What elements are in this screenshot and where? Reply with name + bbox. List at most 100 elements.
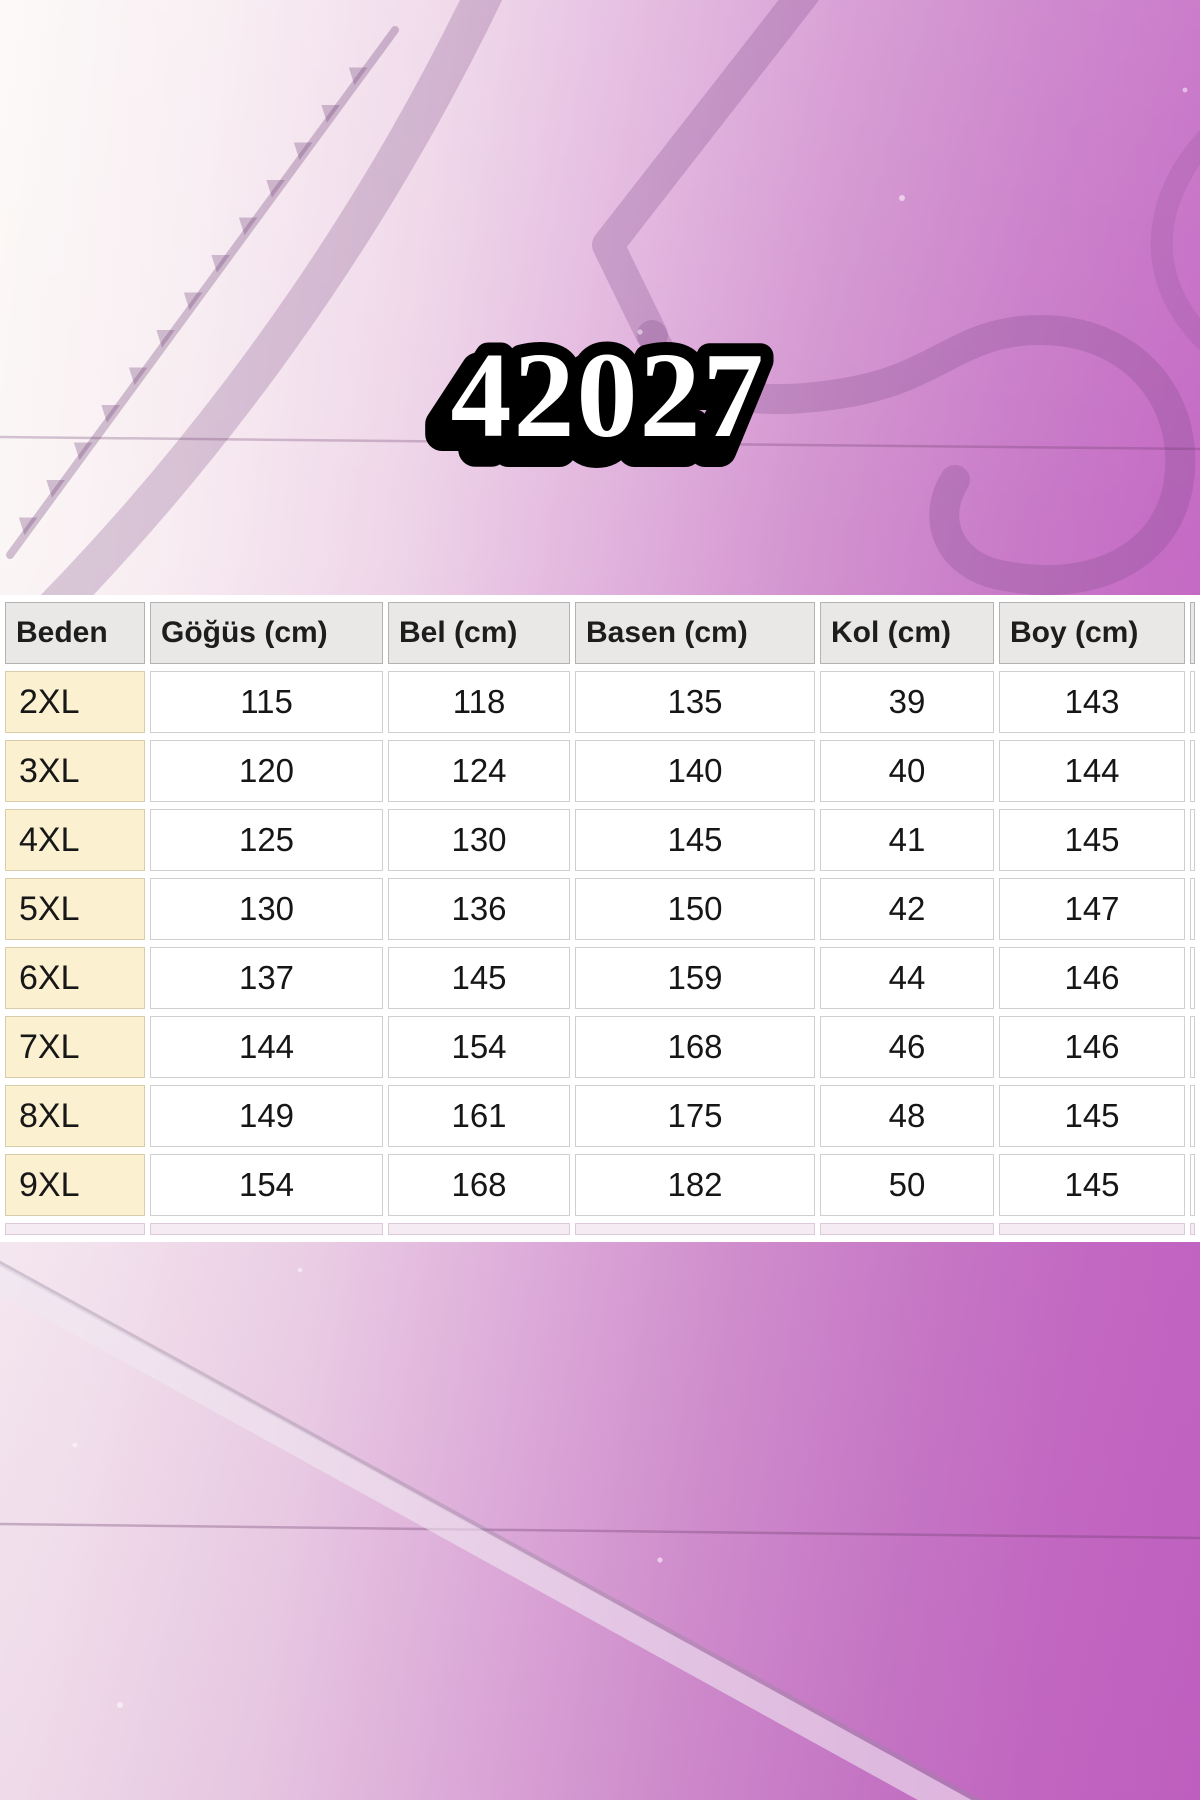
size-cell: 9XL <box>5 1154 145 1216</box>
plank-seam-bottom <box>0 1522 1200 1540</box>
table-row: 4XL 125 130 145 41 145 <box>5 809 1195 871</box>
measurement-cell: 161 <box>388 1085 570 1147</box>
filler-cell <box>150 1223 383 1235</box>
filler-cell <box>575 1223 815 1235</box>
measurement-cell: 145 <box>999 809 1185 871</box>
column-header: Bel (cm) <box>388 602 570 664</box>
measurement-cell: 145 <box>388 947 570 1009</box>
measurement-cell: 145 <box>999 1154 1185 1216</box>
row-sliver-cell <box>1190 878 1195 940</box>
filler-cell <box>999 1223 1185 1235</box>
measurement-cell: 40 <box>820 740 994 802</box>
row-sliver-cell <box>1190 1154 1195 1216</box>
measurement-cell: 182 <box>575 1154 815 1216</box>
measurement-cell: 136 <box>388 878 570 940</box>
saw-tooth <box>348 67 368 86</box>
measurement-cell: 115 <box>150 671 383 733</box>
column-header: Beden <box>5 602 145 664</box>
measurement-cell: 159 <box>575 947 815 1009</box>
measurement-cell: 130 <box>388 809 570 871</box>
size-cell: 2XL <box>5 671 145 733</box>
table-row: 7XL 144 154 168 46 146 <box>5 1016 1195 1078</box>
column-header: Kol (cm) <box>820 602 994 664</box>
size-cell: 6XL <box>5 947 145 1009</box>
row-sliver-cell <box>1190 947 1195 1009</box>
table-row: 9XL 154 168 182 50 145 <box>5 1154 1195 1216</box>
measurement-cell: 50 <box>820 1154 994 1216</box>
measurement-cell: 46 <box>820 1016 994 1078</box>
saw-tooth <box>128 367 148 386</box>
saw-tooth <box>73 442 93 461</box>
size-cell: 4XL <box>5 809 145 871</box>
saw-tooth <box>46 480 65 498</box>
measurement-cell: 146 <box>999 1016 1185 1078</box>
measurement-cell: 140 <box>575 740 815 802</box>
measurement-cell: 150 <box>575 878 815 940</box>
measurement-cell: 143 <box>999 671 1185 733</box>
hanger-bottom-bar <box>0 1263 972 1800</box>
table-row: 5XL 130 136 150 42 147 <box>5 878 1195 940</box>
measurement-cell: 145 <box>575 809 815 871</box>
measurement-cell: 175 <box>575 1085 815 1147</box>
size-table-panel: Beden Göğüs (cm) Bel (cm) Basen (cm) Kol (cm… <box>0 595 1200 1242</box>
measurement-cell: 154 <box>388 1016 570 1078</box>
filler-cell <box>5 1223 145 1235</box>
filler-row <box>5 1223 1195 1235</box>
saw-tooth <box>183 292 203 311</box>
hanger-hook-shape <box>637 314 1196 596</box>
row-sliver-cell <box>1190 740 1195 802</box>
table-row: 2XL 115 118 135 39 143 <box>5 671 1195 733</box>
size-cell: 3XL <box>5 740 145 802</box>
column-header: Basen (cm) <box>575 602 815 664</box>
measurement-cell: 168 <box>388 1154 570 1216</box>
saw-tooth <box>156 330 175 348</box>
filler-cell <box>1190 1223 1195 1235</box>
measurement-cell: 137 <box>150 947 383 1009</box>
measurement-cell: 147 <box>999 878 1185 940</box>
saw-tooth <box>101 405 120 423</box>
header-row: Beden Göğüs (cm) Bel (cm) Basen (cm) Kol (cm… <box>5 602 1195 664</box>
saw-blade-line <box>6 26 399 559</box>
measurement-cell: 42 <box>820 878 994 940</box>
saw-teeth <box>18 67 368 536</box>
column-header: Göğüs (cm) <box>150 602 383 664</box>
measurement-cell: 144 <box>999 740 1185 802</box>
measurement-cell: 149 <box>150 1085 383 1147</box>
measurement-cell: 124 <box>388 740 570 802</box>
saw-tooth <box>321 105 340 123</box>
hanger-right-arm-shape <box>592 0 820 351</box>
saw-tooth <box>293 142 313 161</box>
filler-cell <box>820 1223 994 1235</box>
product-code-text: 42027 <box>451 328 766 463</box>
measurement-cell: 146 <box>999 947 1185 1009</box>
measurement-cell: 39 <box>820 671 994 733</box>
measurement-cell: 118 <box>388 671 570 733</box>
saw-tooth <box>18 517 38 536</box>
product-code-shadow: 42027 <box>441 342 756 477</box>
measurement-cell: 145 <box>999 1085 1185 1147</box>
measurement-cell: 144 <box>150 1016 383 1078</box>
measurement-cell: 44 <box>820 947 994 1009</box>
column-header-sliver <box>1190 602 1195 664</box>
table-row: 6XL 137 145 159 44 146 <box>5 947 1195 1009</box>
measurement-cell: 168 <box>575 1016 815 1078</box>
row-sliver-cell <box>1190 671 1195 733</box>
saw-tooth <box>238 217 258 236</box>
plank-seam-top <box>0 435 1200 451</box>
size-cell: 8XL <box>5 1085 145 1147</box>
column-header: Boy (cm) <box>999 602 1185 664</box>
hanger-edge-arc <box>1150 129 1200 351</box>
size-rows: 2XL 115 118 135 39 143 3XL 120 124 140 40 144 4XL 125… <box>5 671 1195 1235</box>
row-sliver-cell <box>1190 1016 1195 1078</box>
size-cell: 5XL <box>5 878 145 940</box>
measurement-cell: 135 <box>575 671 815 733</box>
saw-tooth <box>211 255 230 273</box>
measurement-cell: 48 <box>820 1085 994 1147</box>
size-chart-table: Beden Göğüs (cm) Bel (cm) Basen (cm) Kol (cm… <box>0 595 1200 1242</box>
measurement-cell: 125 <box>150 809 383 871</box>
size-cell: 7XL <box>5 1016 145 1078</box>
product-code-banner: 42027 42027 <box>424 315 777 494</box>
filler-cell <box>388 1223 570 1235</box>
table-row: 8XL 149 161 175 48 145 <box>5 1085 1195 1147</box>
